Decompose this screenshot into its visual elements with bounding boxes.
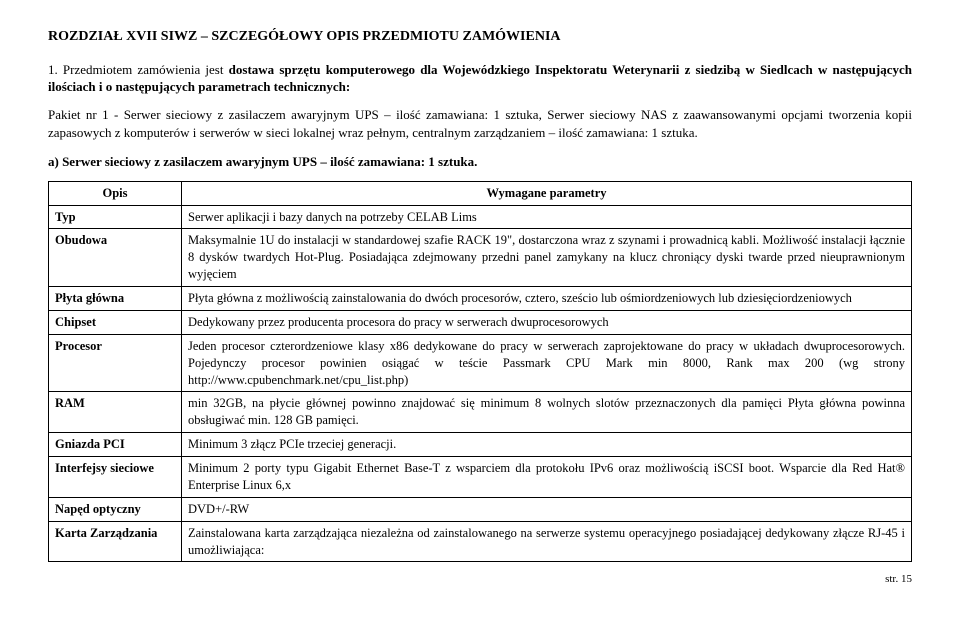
row-label: Karta Zarządzania [49, 521, 182, 562]
spec-table: Opis Wymagane parametry TypSerwer aplika… [48, 181, 912, 563]
row-label: RAM [49, 392, 182, 433]
table-row: TypSerwer aplikacji i bazy danych na pot… [49, 205, 912, 229]
intro-prefix: 1. Przedmiotem zamówienia jest [48, 62, 229, 77]
table-row: Interfejsy siecioweMinimum 2 porty typu … [49, 457, 912, 498]
table-row: Gniazda PCIMinimum 3 złącz PCIe trzeciej… [49, 433, 912, 457]
row-value: Serwer aplikacji i bazy danych na potrze… [182, 205, 912, 229]
table-row: Karta ZarządzaniaZainstalowana karta zar… [49, 521, 912, 562]
pakiet-paragraph: Pakiet nr 1 - Serwer sieciowy z zasilacz… [48, 106, 912, 141]
row-label: Obudowa [49, 229, 182, 287]
intro-paragraph: 1. Przedmiotem zamówienia jest dostawa s… [48, 61, 912, 96]
page-number: str. 15 [48, 572, 912, 587]
table-row: ChipsetDedykowany przez producenta proce… [49, 310, 912, 334]
row-value: Minimum 3 złącz PCIe trzeciej generacji. [182, 433, 912, 457]
sub-heading-a: a) Serwer sieciowy z zasilaczem awaryjny… [48, 153, 912, 171]
row-label: Płyta główna [49, 287, 182, 311]
row-value: Płyta główna z możliwością zainstalowani… [182, 287, 912, 311]
row-label: Interfejsy sieciowe [49, 457, 182, 498]
row-value: DVD+/-RW [182, 497, 912, 521]
table-header-row: Opis Wymagane parametry [49, 181, 912, 205]
table-row: ObudowaMaksymalnie 1U do instalacji w st… [49, 229, 912, 287]
row-label: Gniazda PCI [49, 433, 182, 457]
row-label: Procesor [49, 334, 182, 392]
row-value: Jeden procesor czterordzeniowe klasy x86… [182, 334, 912, 392]
table-row: RAMmin 32GB, na płycie głównej powinno z… [49, 392, 912, 433]
row-label: Chipset [49, 310, 182, 334]
document-title: ROZDZIAŁ XVII SIWZ – SZCZEGÓŁOWY OPIS PR… [48, 28, 912, 47]
row-value: min 32GB, na płycie głównej powinno znaj… [182, 392, 912, 433]
row-label: Napęd optyczny [49, 497, 182, 521]
header-opis: Opis [49, 181, 182, 205]
intro-list: 1. Przedmiotem zamówienia jest dostawa s… [48, 61, 912, 96]
row-value: Minimum 2 porty typu Gigabit Ethernet Ba… [182, 457, 912, 498]
table-row: ProcesorJeden procesor czterordzeniowe k… [49, 334, 912, 392]
header-wymagane: Wymagane parametry [182, 181, 912, 205]
table-row: Płyta głównaPłyta główna z możliwością z… [49, 287, 912, 311]
row-value: Maksymalnie 1U do instalacji w standardo… [182, 229, 912, 287]
row-value: Zainstalowana karta zarządzająca niezale… [182, 521, 912, 562]
table-row: Napęd optycznyDVD+/-RW [49, 497, 912, 521]
row-label: Typ [49, 205, 182, 229]
row-value: Dedykowany przez producenta procesora do… [182, 310, 912, 334]
